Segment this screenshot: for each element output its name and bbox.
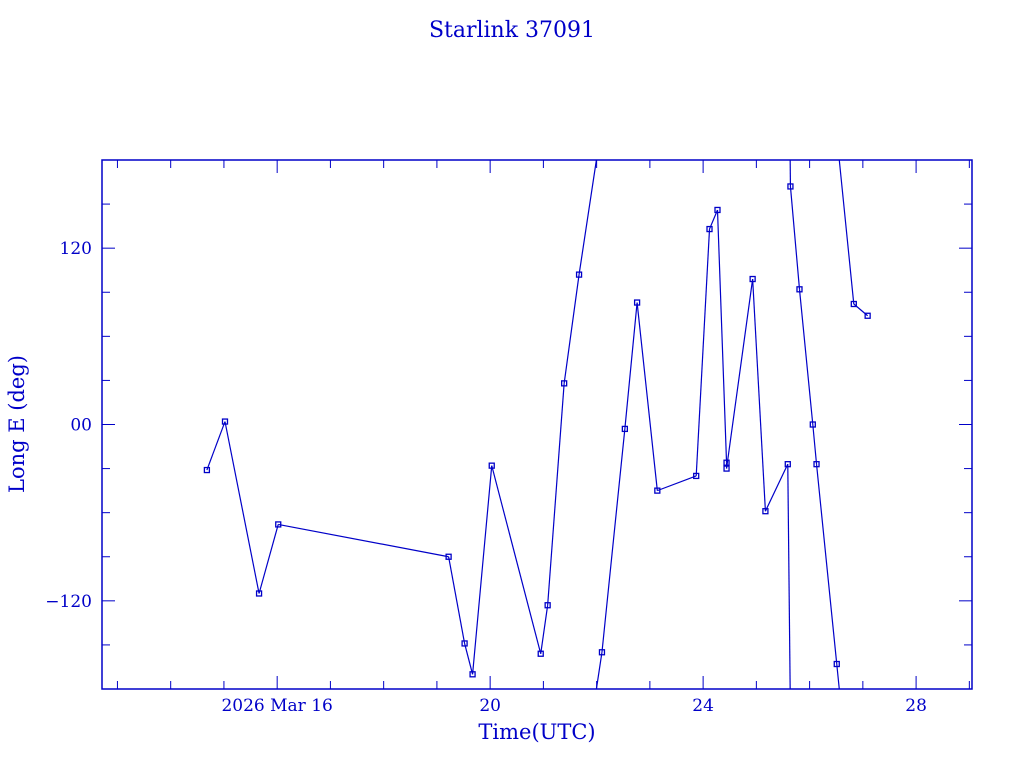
- data-point: [723, 465, 730, 472]
- data-point: [833, 660, 840, 668]
- series-line-segment: [464, 643, 474, 675]
- data-point: [598, 649, 606, 656]
- x-tick-label: 20: [479, 696, 501, 716]
- data-point: [723, 459, 730, 466]
- data-point: [850, 300, 857, 308]
- data-point: [633, 299, 641, 306]
- data-point: [544, 602, 551, 609]
- data-point: [575, 271, 583, 278]
- series-line-segment: [725, 278, 754, 469]
- series-line-segment: [547, 383, 565, 606]
- series-line-segment: [578, 159, 597, 275]
- data-point: [221, 418, 229, 425]
- y-tick-label: −120: [45, 592, 92, 612]
- data-point: [203, 466, 211, 474]
- series-line-segment: [258, 524, 279, 594]
- series-line-segment: [206, 421, 226, 471]
- series-line-segment: [563, 274, 580, 384]
- series-line-segment: [798, 289, 814, 425]
- series-line-segment: [752, 278, 767, 512]
- data-point: [445, 553, 452, 560]
- x-tick-label: 2026 Mar 16: [221, 696, 332, 716]
- series-line-segment: [448, 556, 466, 644]
- data-point: [621, 425, 629, 433]
- data-point: [537, 650, 544, 657]
- series-line-segment: [471, 465, 493, 675]
- series-line-segment: [812, 424, 818, 465]
- data-point: [813, 461, 820, 468]
- series-line-segment: [815, 464, 838, 665]
- series-line-segment: [695, 229, 711, 476]
- series-line-segment: [224, 421, 260, 594]
- x-tick-label: 28: [905, 696, 927, 716]
- data-point: [461, 640, 468, 647]
- plot-frame: [101, 159, 973, 690]
- data-point: [762, 508, 769, 515]
- x-tick-label: 24: [692, 696, 714, 716]
- y-tick-label: 00: [70, 416, 92, 436]
- series-line-segment: [838, 159, 855, 305]
- y-tick-label: 120: [60, 239, 92, 259]
- series-line-segment: [789, 186, 801, 290]
- data-point: [809, 421, 816, 428]
- y-axis-label: Long E (deg): [5, 355, 29, 493]
- series-line-segment: [836, 663, 840, 690]
- series-line-segment: [708, 209, 719, 230]
- series-line-segment: [787, 464, 791, 690]
- data-point: [275, 521, 282, 528]
- data-point: [749, 275, 756, 283]
- series-line-segment: [657, 475, 697, 492]
- data-point: [561, 380, 568, 387]
- data-point: [654, 487, 661, 494]
- series-line-segment: [636, 302, 658, 491]
- data-point: [796, 286, 803, 293]
- data-point: [714, 206, 721, 214]
- series-line-segment: [601, 428, 626, 653]
- series-line-segment: [491, 465, 542, 654]
- data-point: [255, 590, 263, 597]
- series-line-segment: [624, 302, 638, 429]
- series-line-segment: [595, 652, 603, 690]
- series-line-segment: [764, 463, 789, 512]
- series-line-segment: [278, 523, 449, 558]
- data-point: [706, 225, 713, 233]
- chart-title: Starlink 37091: [429, 18, 595, 43]
- data-point: [488, 462, 495, 469]
- data-point: [693, 472, 700, 480]
- data-point: [469, 671, 476, 678]
- data-point: [864, 312, 871, 319]
- x-axis-label: Time(UTC): [478, 720, 595, 744]
- series-line-segment: [540, 605, 549, 654]
- series-line-segment: [716, 209, 728, 463]
- data-point: [787, 183, 794, 190]
- data-point: [784, 461, 791, 468]
